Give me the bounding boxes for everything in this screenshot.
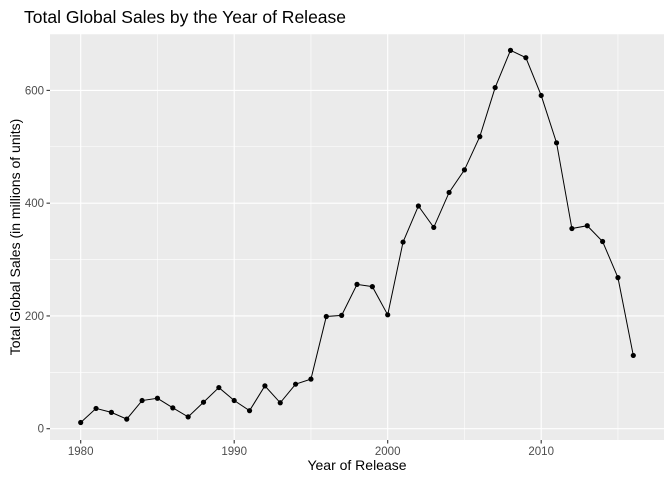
data-point	[446, 189, 452, 196]
plot-panel	[50, 34, 664, 440]
x-axis-title: Year of Release	[307, 457, 406, 473]
data-point	[262, 383, 268, 389]
data-point	[308, 376, 314, 382]
data-point	[630, 352, 636, 359]
x-tick-label: 1990	[221, 446, 247, 458]
data-point	[569, 225, 575, 232]
data-point	[523, 55, 529, 61]
data-point	[108, 409, 114, 415]
y-tick-label: 0	[38, 424, 44, 436]
data-point	[354, 281, 360, 287]
data-point	[154, 395, 161, 401]
data-point	[93, 405, 99, 412]
data-point	[216, 384, 222, 391]
y-axis-title: Total Global Sales (in millions of units…	[7, 119, 23, 356]
data-point	[293, 381, 299, 387]
data-point	[615, 275, 621, 281]
data-point	[507, 47, 514, 53]
data-point	[584, 223, 590, 229]
data-point	[385, 312, 391, 318]
data-point	[369, 284, 375, 290]
data-point	[323, 313, 329, 320]
data-point	[600, 238, 606, 245]
y-tick-label: 400	[25, 198, 44, 210]
data-point	[231, 397, 237, 404]
x-tick-label: 1980	[68, 446, 94, 458]
data-point	[200, 399, 207, 405]
data-point	[415, 203, 421, 209]
y-tick-label: 600	[25, 85, 44, 97]
chart-title: Total Global Sales by the Year of Releas…	[24, 7, 347, 27]
data-point	[78, 419, 84, 426]
data-point	[477, 134, 483, 140]
x-tick-label: 2000	[375, 446, 401, 458]
data-point	[461, 167, 468, 173]
data-point	[170, 405, 176, 411]
data-point	[553, 140, 560, 146]
data-point	[139, 397, 145, 404]
data-point	[124, 416, 130, 422]
y-tick-label: 200	[25, 311, 44, 323]
data-point	[400, 239, 406, 245]
data-point	[246, 408, 253, 414]
data-point	[538, 92, 544, 99]
data-point	[431, 224, 437, 231]
data-point	[185, 414, 191, 420]
x-tick-label: 2010	[528, 446, 554, 458]
data-point	[339, 312, 345, 318]
data-point	[492, 84, 498, 91]
data-point	[277, 400, 283, 406]
